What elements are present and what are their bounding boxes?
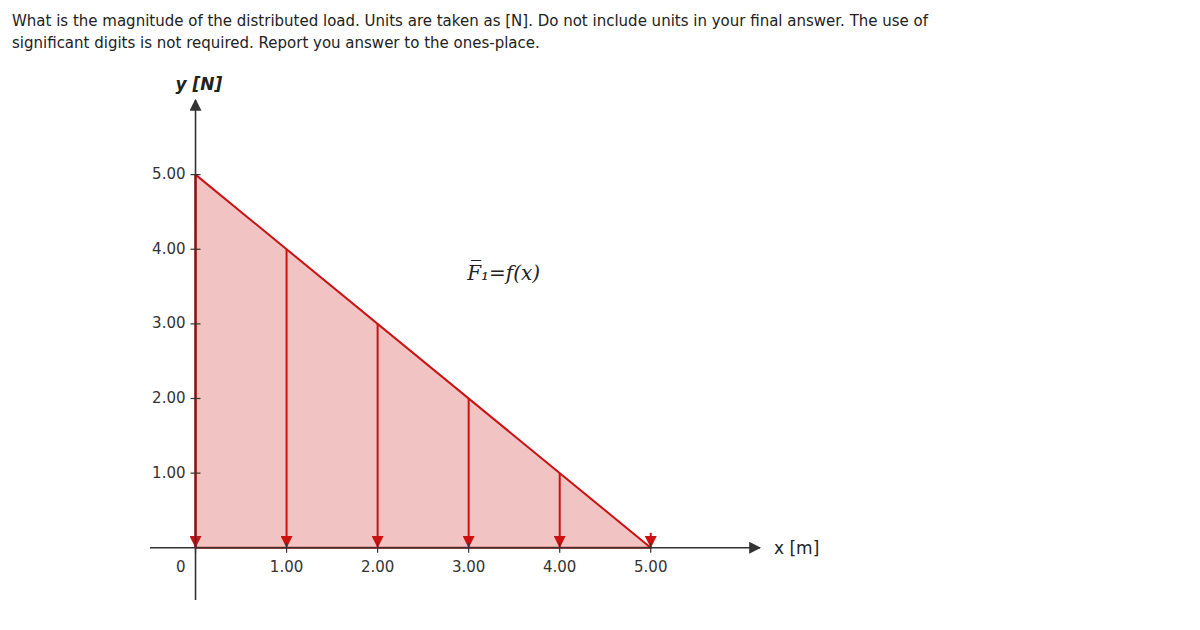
x-tick [650, 543, 651, 553]
x-axis-label: x [m] [774, 538, 819, 558]
load-arrow [559, 473, 561, 547]
load-arrow [468, 399, 470, 547]
y-tick-label: 1.00 [152, 464, 185, 482]
y-tick [191, 174, 201, 175]
x-tick-label: 5.00 [634, 558, 667, 576]
y-tick-label: 3.00 [152, 314, 185, 332]
x-tick-label: 1.00 [270, 558, 303, 576]
x-tick-label: 0 [176, 558, 186, 576]
x-tick [468, 543, 469, 553]
y-tick [191, 398, 201, 399]
y-tick-label: 2.00 [152, 389, 185, 407]
y-tick-label: 4.00 [152, 240, 185, 258]
subtitle: significant digits is not required. Repo… [12, 34, 540, 52]
y-axis-label: y [N] [176, 74, 223, 94]
x-tick-label: 2.00 [361, 558, 394, 576]
chart: What is the magnitude of the distributed… [0, 0, 1200, 630]
y-tick [191, 323, 201, 324]
load-arrow [377, 324, 379, 547]
x-tick [286, 543, 287, 553]
x-tick [377, 543, 378, 553]
x-tick-label: 4.00 [543, 558, 576, 576]
load-arrow [286, 249, 288, 547]
x-tick-label: 3.00 [452, 558, 485, 576]
y-tick [191, 249, 201, 250]
annotation: F̅₁=f(x) [466, 260, 540, 285]
y-tick [191, 473, 201, 474]
marks [196, 175, 651, 548]
load-area [196, 175, 651, 548]
title: What is the magnitude of the distributed… [12, 12, 929, 30]
x-tick [559, 543, 560, 553]
x-axis [150, 547, 760, 549]
x-tick [195, 543, 196, 553]
y-tick-label: 5.00 [152, 165, 185, 183]
